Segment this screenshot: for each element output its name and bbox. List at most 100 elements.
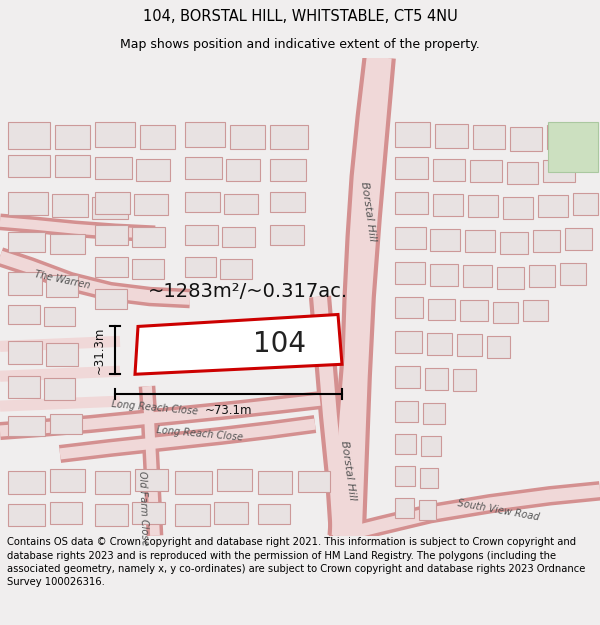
Polygon shape: [50, 414, 82, 434]
Polygon shape: [500, 232, 528, 254]
Polygon shape: [230, 125, 265, 149]
Polygon shape: [214, 502, 248, 524]
Polygon shape: [457, 334, 482, 356]
Polygon shape: [529, 265, 555, 287]
Polygon shape: [92, 197, 128, 219]
Polygon shape: [222, 227, 255, 247]
Polygon shape: [8, 192, 48, 215]
Polygon shape: [423, 403, 445, 424]
Polygon shape: [140, 125, 175, 149]
Polygon shape: [420, 468, 438, 488]
Polygon shape: [134, 194, 168, 215]
Polygon shape: [175, 504, 210, 526]
Polygon shape: [220, 259, 252, 279]
Polygon shape: [270, 192, 305, 212]
Polygon shape: [136, 159, 170, 181]
Text: Contains OS data © Crown copyright and database right 2021. This information is : Contains OS data © Crown copyright and d…: [7, 538, 586, 587]
Polygon shape: [425, 368, 448, 390]
Polygon shape: [8, 232, 45, 252]
Polygon shape: [95, 289, 127, 309]
Polygon shape: [395, 498, 414, 518]
Polygon shape: [95, 157, 132, 179]
Polygon shape: [95, 192, 130, 214]
Text: 104: 104: [254, 331, 307, 358]
Polygon shape: [95, 504, 128, 526]
Polygon shape: [95, 471, 130, 494]
Polygon shape: [460, 299, 488, 321]
Polygon shape: [50, 234, 85, 254]
Polygon shape: [470, 160, 502, 182]
Text: Old Farm Close: Old Farm Close: [137, 470, 149, 545]
Polygon shape: [465, 230, 495, 252]
Text: Map shows position and indicative extent of the property.: Map shows position and indicative extent…: [120, 38, 480, 51]
Polygon shape: [132, 502, 165, 524]
Polygon shape: [185, 157, 222, 179]
Polygon shape: [132, 259, 164, 279]
Polygon shape: [395, 434, 416, 454]
Text: Borstal Hill: Borstal Hill: [359, 181, 377, 243]
Polygon shape: [185, 122, 225, 147]
Polygon shape: [270, 159, 306, 181]
Polygon shape: [395, 331, 422, 353]
Polygon shape: [428, 299, 455, 321]
Polygon shape: [55, 125, 90, 149]
Polygon shape: [493, 301, 518, 324]
Text: ~31.3m: ~31.3m: [92, 327, 106, 374]
Polygon shape: [453, 369, 476, 391]
Polygon shape: [135, 469, 168, 491]
Polygon shape: [435, 124, 468, 148]
Polygon shape: [95, 225, 128, 245]
Polygon shape: [419, 500, 436, 520]
Polygon shape: [175, 471, 212, 494]
Polygon shape: [185, 192, 220, 212]
Polygon shape: [8, 471, 45, 494]
Text: Long Reach Close: Long Reach Close: [156, 425, 244, 442]
Polygon shape: [395, 157, 428, 179]
Polygon shape: [8, 272, 42, 294]
Polygon shape: [487, 336, 510, 358]
Polygon shape: [95, 122, 135, 147]
Polygon shape: [395, 122, 430, 147]
Polygon shape: [8, 122, 50, 149]
Polygon shape: [258, 471, 292, 494]
Polygon shape: [8, 504, 45, 526]
Polygon shape: [185, 257, 216, 277]
Text: ~73.1m: ~73.1m: [205, 404, 252, 417]
Polygon shape: [421, 436, 441, 456]
Polygon shape: [258, 504, 290, 524]
Polygon shape: [50, 502, 82, 524]
Polygon shape: [430, 229, 460, 251]
Polygon shape: [560, 262, 586, 284]
Polygon shape: [132, 227, 165, 247]
Polygon shape: [427, 333, 452, 356]
Polygon shape: [547, 125, 580, 149]
Text: 104, BORSTAL HILL, WHITSTABLE, CT5 4NU: 104, BORSTAL HILL, WHITSTABLE, CT5 4NU: [143, 9, 457, 24]
Polygon shape: [8, 376, 40, 398]
Polygon shape: [52, 194, 88, 217]
Polygon shape: [50, 469, 85, 492]
Polygon shape: [573, 193, 598, 215]
Polygon shape: [8, 155, 50, 177]
Polygon shape: [44, 378, 75, 400]
Text: Long Reach Close: Long Reach Close: [111, 399, 199, 417]
Polygon shape: [185, 225, 218, 245]
Polygon shape: [8, 341, 42, 364]
Polygon shape: [533, 230, 560, 252]
Polygon shape: [46, 274, 78, 296]
Polygon shape: [224, 194, 258, 214]
Polygon shape: [226, 159, 260, 181]
Polygon shape: [510, 127, 542, 151]
Polygon shape: [433, 159, 465, 181]
Text: ~1283m²/~0.317ac.: ~1283m²/~0.317ac.: [148, 282, 348, 301]
Polygon shape: [463, 265, 492, 287]
Polygon shape: [565, 228, 592, 250]
Text: South View Road: South View Road: [456, 499, 540, 523]
Text: Borstal Hill: Borstal Hill: [339, 440, 357, 501]
Polygon shape: [497, 267, 524, 289]
Polygon shape: [503, 197, 533, 219]
Polygon shape: [543, 160, 575, 182]
Polygon shape: [507, 162, 538, 184]
Polygon shape: [433, 194, 463, 216]
Polygon shape: [270, 225, 304, 245]
Polygon shape: [395, 192, 428, 214]
